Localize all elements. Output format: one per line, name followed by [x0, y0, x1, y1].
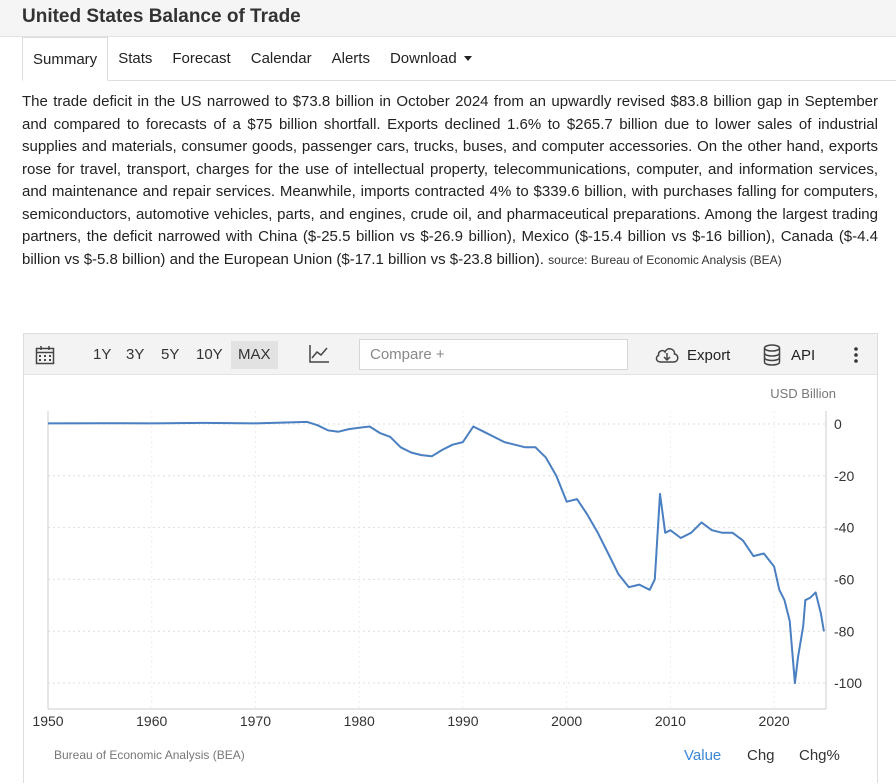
x-tick-label: 2020 [759, 713, 790, 729]
unit-label: USD Billion [770, 386, 836, 401]
tab-forecast[interactable]: Forecast [172, 50, 231, 67]
tab-stats[interactable]: Stats [118, 50, 153, 67]
x-tick-label: 1990 [447, 713, 478, 729]
view-value-button[interactable]: Value [684, 747, 722, 764]
chart-panel: 1Y 3Y 5Y 10Y MAX Export [23, 333, 878, 783]
y-tick-label: -60 [834, 571, 854, 587]
tab-summary[interactable]: Summary [22, 37, 109, 81]
x-tick-label: 1950 [32, 713, 63, 729]
compare-input[interactable] [359, 339, 628, 370]
x-tick-label: 1970 [240, 713, 271, 729]
y-tick-label: -100 [834, 675, 862, 691]
chart-source: Bureau of Economic Analysis (BEA) [54, 748, 245, 762]
series-layer [47, 420, 825, 685]
api-button[interactable]: API [791, 347, 816, 364]
calendar-icon[interactable] [35, 345, 55, 370]
database-icon[interactable] [763, 344, 781, 371]
tab-download[interactable]: Download [380, 37, 482, 80]
summary-source: source: Bureau of Economic Analysis (BEA… [548, 252, 782, 267]
line-chart-icon[interactable] [308, 344, 330, 369]
tab-alerts[interactable]: Alerts [331, 50, 370, 67]
chart-area: USD Billion 0 -20 -40 -60 -80 -100 1950 1960 197… [32, 386, 862, 729]
x-tick-label: 1960 [136, 713, 167, 729]
series-line[interactable] [47, 420, 825, 685]
caret-down-icon [463, 56, 472, 61]
tab-download-label: Download [389, 50, 457, 67]
y-tick-label: -80 [834, 623, 854, 639]
range-max-button[interactable]: MAX [231, 341, 278, 369]
range-3y-button[interactable]: 3Y [126, 346, 145, 363]
y-tick-label: -40 [834, 520, 854, 536]
tab-calendar[interactable]: Calendar [250, 50, 312, 67]
chart-toolbar: 1Y 3Y 5Y 10Y MAX Export [24, 334, 877, 375]
tab-bar: Summary Stats Forecast Calendar Alerts D… [22, 37, 896, 81]
range-5y-button[interactable]: 5Y [161, 346, 180, 363]
range-10y-button[interactable]: 10Y [196, 346, 223, 363]
page-header: United States Balance of Trade [0, 0, 896, 37]
page-title: United States Balance of Trade [22, 6, 301, 27]
range-1y-button[interactable]: 1Y [93, 346, 112, 363]
y-tick-label: -20 [834, 468, 854, 484]
y-tick-label: 0 [834, 416, 842, 432]
x-tick-label: 1980 [344, 713, 375, 729]
cloud-download-icon[interactable] [654, 345, 680, 370]
grid-layer [47, 411, 827, 710]
more-vertical-icon[interactable] [853, 347, 859, 368]
tick-layer: 0 -20 -40 -60 -80 -100 1950 1960 1970 1980 1990 200… [32, 416, 862, 729]
summary-text: The trade deficit in the US narrowed to … [22, 93, 878, 268]
x-tick-label: 2010 [655, 713, 686, 729]
summary-paragraph: The trade deficit in the US narrowed to … [22, 91, 878, 271]
x-tick-label: 2000 [551, 713, 582, 729]
view-chg-button[interactable]: Chg [747, 747, 775, 764]
export-button[interactable]: Export [687, 347, 731, 364]
view-chgpct-button[interactable]: Chg% [799, 747, 840, 764]
